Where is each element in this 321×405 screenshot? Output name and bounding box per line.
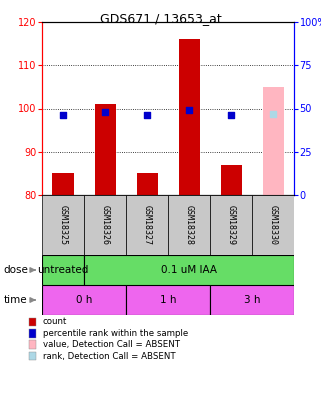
Point — [60, 112, 65, 119]
Text: GSM18327: GSM18327 — [143, 205, 152, 245]
Bar — [178, 39, 199, 195]
Text: GSM18326: GSM18326 — [100, 205, 109, 245]
Text: 3 h: 3 h — [244, 295, 260, 305]
Text: GSM18329: GSM18329 — [227, 205, 236, 245]
Text: GDS671 / 13653_at: GDS671 / 13653_at — [100, 12, 221, 25]
Text: 0 h: 0 h — [76, 295, 92, 305]
Text: time: time — [3, 295, 27, 305]
Bar — [210, 195, 252, 255]
Bar — [168, 195, 210, 255]
Bar — [126, 285, 210, 315]
Text: count: count — [43, 318, 67, 326]
Text: value, Detection Call = ABSENT: value, Detection Call = ABSENT — [43, 340, 180, 349]
Bar — [94, 104, 116, 195]
Point — [102, 109, 108, 115]
Text: rank, Detection Call = ABSENT: rank, Detection Call = ABSENT — [43, 352, 175, 360]
Bar — [221, 165, 241, 195]
Point — [187, 107, 192, 113]
Text: percentile rank within the sample: percentile rank within the sample — [43, 329, 188, 338]
Text: 1 h: 1 h — [160, 295, 176, 305]
Bar — [42, 285, 126, 315]
Bar — [126, 195, 168, 255]
Text: GSM18328: GSM18328 — [185, 205, 194, 245]
Text: untreated: untreated — [37, 265, 89, 275]
Text: GSM18330: GSM18330 — [268, 205, 277, 245]
Text: 0.1 uM IAA: 0.1 uM IAA — [161, 265, 217, 275]
Bar — [42, 255, 84, 285]
Point — [144, 112, 150, 119]
Bar — [136, 173, 158, 195]
Point — [229, 112, 234, 119]
Text: dose: dose — [3, 265, 28, 275]
Bar — [53, 173, 74, 195]
Bar — [210, 285, 294, 315]
Text: GSM18325: GSM18325 — [58, 205, 67, 245]
Bar — [263, 87, 283, 195]
Bar — [84, 195, 126, 255]
Bar — [252, 195, 294, 255]
Bar — [42, 195, 84, 255]
Bar — [84, 255, 294, 285]
Point — [270, 111, 275, 117]
